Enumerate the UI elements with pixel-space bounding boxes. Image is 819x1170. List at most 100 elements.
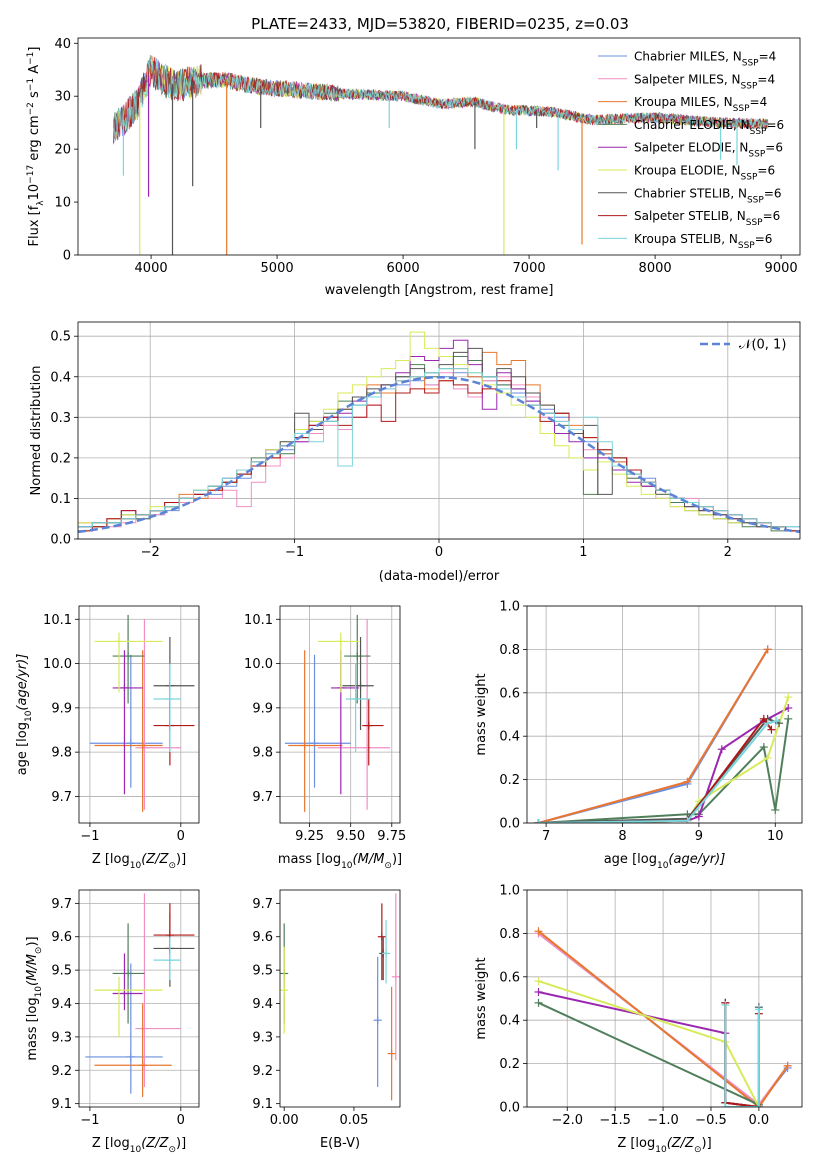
weight-age-plot-area [534,645,793,823]
age-mass-ytick-label: 10.0 [244,657,273,672]
weight-z-ytick-label: 0.6 [499,970,520,985]
legend-label: Salpeter STELIB, NSSP=6 [634,209,780,228]
mass-z-xlabel-part: (Z/Z [141,1136,169,1151]
legend-label-part: Chabrier MILES, N [634,50,742,64]
age-z-ytick-label: 10.0 [43,657,72,672]
mass-z-ylabel-part: (M/M [25,954,40,986]
mass-ebv-axes: 0.00 0.05 9.1 9.2 9.3 9.4 9.5 9.6 9.7 E(B-V) [252,889,401,1151]
histogram-ytick-label: 0.4 [50,370,71,385]
weight-age-ytick-label: 0.6 [499,686,520,701]
weight-age-ytick-label: 0.2 [499,773,520,788]
histogram-step [78,368,800,528]
spectrum-xtick-label: 4000 [135,261,168,276]
histogram-ytick-label: 0.1 [50,492,71,507]
mass-z-xtick-label: 0 [177,1113,185,1128]
mass-z-ytick-label: 9.5 [51,964,72,979]
spectrum-plot-area [112,55,769,255]
spectrum-ytick-label: 40 [54,37,71,52]
weight-age-frame-group: 7 8 9 10 0.0 0.2 0.4 0.6 0.8 1.0 mass weight age [l… [474,600,803,871]
weight-age-xlabel-part: 10 [657,861,669,871]
weight-age-ytick-label: 1.0 [499,600,520,615]
legend-label-part: =4 [757,72,775,86]
legend-label-part: =4 [750,95,768,109]
weight-age-xtick-label: 7 [542,829,550,844]
mass-ebv-xlabel: E(B-V) [320,1136,360,1151]
age-mass-ytick-label: 10.1 [244,613,273,628]
weight-z-ytick-label: 0.4 [499,1014,520,1029]
legend-label-part: =6 [763,209,781,223]
weight-z-axes: −2.0 −1.5 −1.0 −0.5 0.0 0.0 0.2 0.4 0.6 0.8 1.0 mas… [474,884,803,1155]
legend-label-part: SSP [750,127,767,137]
weight-age-frame [526,605,803,824]
legend-label-part: SSP [741,81,758,91]
histogram-xtick-label: 0 [435,545,443,560]
legend-label-part: =6 [755,232,773,246]
weight-z-xlabel-part: ⊙ [694,1145,702,1155]
mass-z-ylabel: mass [log10(M/M⊙)] [25,936,44,1060]
mass-ebv-ytick-label: 9.4 [252,997,273,1012]
weight-z-xlabel-part: )] [702,1136,712,1151]
spectrum-xtick-label: 9000 [765,261,798,276]
age-mass-plot-area [284,614,391,812]
weight-age-ylabel: mass weight [474,673,489,755]
weight-z-ytick-label: 0.2 [499,1057,520,1072]
histogram-xlabel: (data-model)/error [379,569,500,584]
weight-z-frame-group: −2.0 −1.5 −1.0 −0.5 0.0 0.0 0.2 0.4 0.6 0.8 1.0 mas… [474,884,803,1155]
mass-ebv-frame [279,889,401,1108]
gaussian-legend-label: 𝒩(0, 1) [739,338,786,353]
mass-z-frame-group: −1 09.19.29.39.49.59.69.7Z [log10(Z/Z⊙)]m… [25,889,200,1155]
age-mass-frame [279,605,401,824]
legend-label-part: Salpeter STELIB, N [634,209,746,223]
age-z-frame-group: −1 09.79.89.910.010.1Z [log10(Z/Z⊙)]age [… [15,605,200,871]
weight-age-xlabel-part: (age/yr)] [668,852,725,867]
spectrum-xlabel-part: wavelength [Angstrom, rest frame] [325,283,554,298]
age-mass-xlabel-part: (M/M [353,852,385,867]
legend-label-part: Salpeter ELODIE, N [634,141,748,155]
legend-label-part: Chabrier ELODIE, N [634,118,750,132]
age-mass-xlabel-part: )] [392,852,402,867]
legend-label-part: =6 [764,186,782,200]
spectrum-ytick-label: 10 [54,196,71,211]
legend-label-part: SSP [748,150,765,160]
mass-ebv-ytick-label: 9.7 [252,897,273,912]
histogram-ytick-label: 0.5 [50,330,71,345]
histogram-axes: −2 −1 0 1 2 0.0 0.1 0.2 0.3 0.4 0.5 𝒩(0, 1) (data-mo… [29,321,801,584]
mass-z-ytick-label: 9.7 [51,897,72,912]
spectrum-ylabel-part: 10 [27,184,42,201]
mass-ebv-frame-group: 0.00 0.05 9.1 9.2 9.3 9.4 9.5 9.6 9.7 E(B-V) [252,889,401,1151]
spectrum-line [112,58,769,142]
weight-z-frame [526,889,803,1108]
age-z-xlabel-part: 10 [130,861,142,871]
mass-ebv-ytick-label: 9.2 [252,1064,273,1079]
age-z-xlabel: Z [log10(Z/Z⊙)] [92,852,186,871]
weight-z-series-line [724,1005,760,1107]
legend-label-part: SSP [741,173,758,183]
weight-age-series-line [538,720,778,823]
weight-z-xtick-label: −1.5 [599,1113,631,1128]
figure-title: PLATE=2433, MJD=53820, FIBERID=0235, z=0… [251,15,629,33]
age-mass-ytick-label: 9.9 [252,701,273,716]
age-z-ylabel-part: (age/yr)] [15,654,30,711]
age-mass-xlabel-part: mass [log [278,852,341,867]
legend-label: Salpeter ELODIE, NSSP=6 [634,141,783,160]
legend-label-part: Chabrier STELIB, N [634,186,747,200]
age-mass-xlabel: mass [log10(M/M⊙)] [278,852,402,871]
weight-age-xtick-label: 9 [695,829,703,844]
age-z-ylabel-part: 10 [24,710,34,722]
spectrum-ylabel-part: −1 [26,78,36,91]
mass-z-ytick-label: 9.6 [51,930,72,945]
histogram-xtick-label: 2 [724,545,732,560]
weight-z-xtick-label: −0.5 [695,1113,727,1128]
spectrum-axes: 4000 5000 6000 7000 8000 9000 0 10 20 30 40 wavelen… [26,37,801,298]
mass-z-ytick-label: 9.4 [51,997,72,1012]
spectrum-frame-group: 4000 5000 6000 7000 8000 9000 0 10 20 30 40 wavelen… [26,37,801,298]
age-z-xlabel-part: )] [176,852,186,867]
age-mass-ytick-label: 9.7 [252,790,273,805]
legend-label: Kroupa STELIB, NSSP=6 [634,232,772,251]
legend-label-part: SSP [733,104,750,114]
mass-ebv-ytick-label: 9.1 [252,1097,273,1112]
weight-z-xlabel: Z [log10(Z/Z⊙)] [617,1136,711,1155]
spectrum-ylabel-part: −2 [26,102,36,115]
age-mass-xlabel-part: 10 [341,861,353,871]
spectrum-ylabel: Flux [fλ10−17 erg cm−2 s−1 A−1] [26,47,46,247]
